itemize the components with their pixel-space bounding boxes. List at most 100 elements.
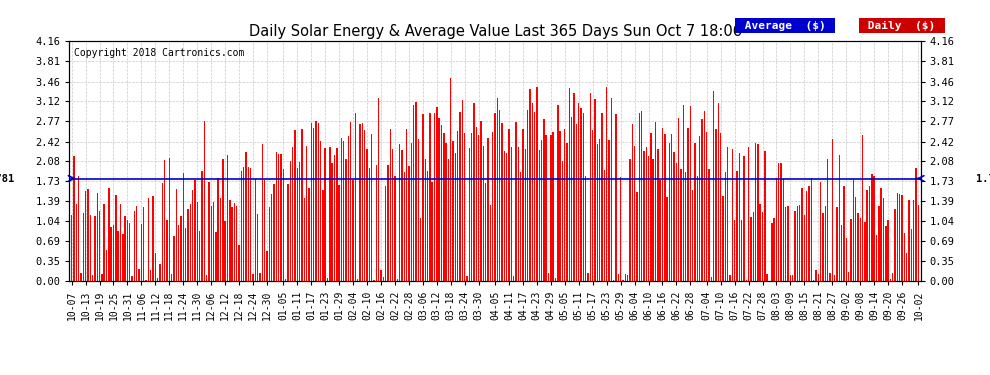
Bar xyxy=(550,135,551,281)
Bar xyxy=(832,139,833,281)
Bar xyxy=(492,132,493,281)
Bar xyxy=(794,211,796,281)
Bar xyxy=(339,185,340,281)
Bar xyxy=(268,207,270,281)
Bar xyxy=(673,152,675,281)
Bar xyxy=(918,205,919,281)
Bar xyxy=(308,188,310,281)
Bar xyxy=(813,280,815,281)
Bar xyxy=(401,150,403,281)
Bar xyxy=(430,113,431,281)
Text: 1.781: 1.781 xyxy=(976,174,990,183)
Bar xyxy=(604,170,605,281)
Bar xyxy=(287,183,289,281)
Bar xyxy=(171,274,172,281)
Bar xyxy=(845,238,847,281)
Bar xyxy=(843,186,844,281)
Bar xyxy=(916,168,917,281)
Bar xyxy=(799,205,801,281)
Bar xyxy=(106,250,107,281)
Bar xyxy=(862,135,863,281)
Bar xyxy=(406,129,407,281)
Bar xyxy=(499,110,500,281)
Bar xyxy=(82,213,84,281)
Bar xyxy=(392,148,393,281)
Bar xyxy=(857,213,858,281)
Bar xyxy=(371,134,372,281)
Bar xyxy=(461,100,463,281)
Bar xyxy=(250,168,251,281)
Bar xyxy=(869,186,870,281)
Bar xyxy=(101,274,103,281)
Bar xyxy=(425,159,426,281)
Bar xyxy=(254,179,256,281)
Bar xyxy=(148,198,149,281)
Bar xyxy=(494,113,496,281)
Bar xyxy=(513,276,515,281)
Bar xyxy=(625,274,626,281)
Bar xyxy=(687,128,689,281)
Bar xyxy=(180,216,181,281)
Bar xyxy=(743,156,744,281)
Bar xyxy=(680,169,682,281)
Bar xyxy=(723,196,724,281)
Bar xyxy=(701,119,703,281)
Bar xyxy=(590,93,591,281)
Bar xyxy=(232,207,233,281)
Bar xyxy=(557,105,558,281)
Bar xyxy=(246,152,247,281)
Bar xyxy=(852,178,854,281)
Bar xyxy=(447,159,449,281)
Bar xyxy=(483,146,484,281)
Bar xyxy=(473,103,475,281)
Bar xyxy=(352,180,353,281)
Bar xyxy=(213,202,214,281)
Text: 1.781: 1.781 xyxy=(0,174,14,183)
Bar xyxy=(399,144,400,281)
Bar xyxy=(143,207,145,281)
Bar xyxy=(108,188,110,281)
Bar xyxy=(368,168,370,281)
Bar xyxy=(157,278,158,281)
Bar xyxy=(547,273,549,281)
Bar xyxy=(225,220,226,281)
Bar xyxy=(847,273,849,281)
Bar xyxy=(146,280,147,281)
Bar xyxy=(645,147,646,281)
Bar xyxy=(837,207,838,281)
Bar xyxy=(752,212,754,281)
Bar xyxy=(418,139,419,281)
Bar xyxy=(776,178,777,281)
Bar xyxy=(659,180,661,281)
Bar xyxy=(818,274,819,281)
Bar xyxy=(855,196,856,281)
Bar xyxy=(641,111,643,281)
Bar xyxy=(518,147,519,281)
Bar xyxy=(468,148,470,281)
Bar xyxy=(737,171,738,281)
Bar xyxy=(375,165,377,281)
Bar xyxy=(527,110,529,281)
Text: Average  ($): Average ($) xyxy=(738,21,832,31)
Bar xyxy=(876,236,877,281)
Bar xyxy=(708,169,710,281)
Bar xyxy=(583,113,584,281)
Bar xyxy=(373,280,375,281)
Bar xyxy=(585,176,586,281)
Bar xyxy=(530,89,531,281)
Bar xyxy=(571,117,572,281)
Bar xyxy=(164,160,165,281)
Bar xyxy=(290,162,291,281)
Bar xyxy=(320,141,321,281)
Bar xyxy=(280,154,282,281)
Bar xyxy=(685,172,686,281)
Bar xyxy=(383,277,384,281)
Bar xyxy=(630,159,631,281)
Bar xyxy=(539,150,540,281)
Bar xyxy=(873,176,875,281)
Bar xyxy=(787,206,789,281)
Bar xyxy=(627,274,629,281)
Bar xyxy=(823,213,824,281)
Bar xyxy=(545,135,546,281)
Bar xyxy=(906,254,908,281)
